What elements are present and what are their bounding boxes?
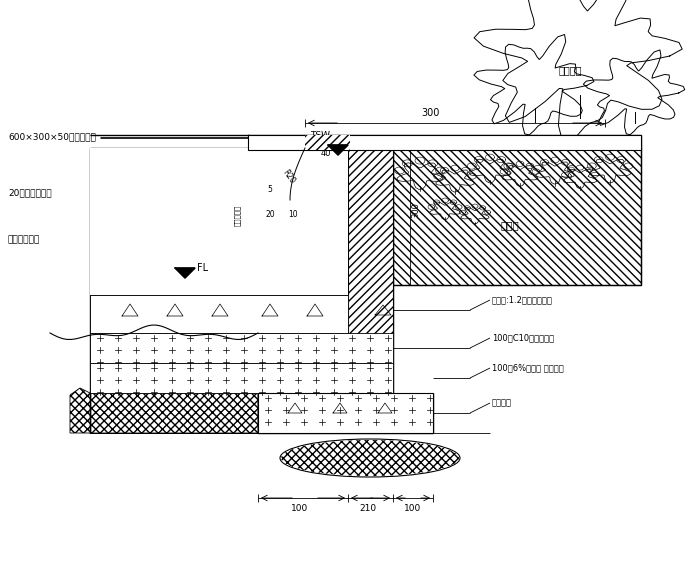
Text: 300: 300 <box>421 108 439 118</box>
Text: 300: 300 <box>412 202 421 218</box>
Bar <box>90 295 348 333</box>
Bar <box>348 148 393 393</box>
Ellipse shape <box>281 440 459 476</box>
Text: 600×300×50厉光面座玄: 600×300×50厉光面座玄 <box>8 132 96 142</box>
Bar <box>90 148 348 295</box>
Text: 40: 40 <box>321 148 331 158</box>
Bar <box>305 135 350 150</box>
Bar <box>393 148 641 285</box>
Text: 5: 5 <box>267 185 272 194</box>
Text: 10: 10 <box>288 210 298 219</box>
Bar <box>90 363 393 393</box>
Text: 100: 100 <box>291 504 309 513</box>
Text: 210: 210 <box>359 504 377 513</box>
Text: 100厉6%水泥石 海嗣定层: 100厉6%水泥石 海嗣定层 <box>492 363 564 372</box>
Text: TSW: TSW <box>310 131 330 140</box>
Text: 素土密实: 素土密实 <box>492 398 512 407</box>
Bar <box>258 393 433 433</box>
Text: 100厉C10混凝土垫层: 100厉C10混凝土垫层 <box>492 333 554 343</box>
Text: 种植土: 种植土 <box>500 220 519 230</box>
Text: 碱砖磁:1.2水泥砂浆抹灰: 碱砖磁:1.2水泥砂浆抹灰 <box>492 296 553 304</box>
Text: FL: FL <box>197 263 208 273</box>
Text: 指定植物: 指定植物 <box>559 65 582 75</box>
Polygon shape <box>70 382 258 433</box>
Polygon shape <box>328 145 348 155</box>
Polygon shape <box>90 333 258 433</box>
Text: R20: R20 <box>281 168 297 186</box>
Text: 指定防水面层: 指定防水面层 <box>8 236 41 245</box>
Text: 防水层厚度: 防水层厚度 <box>234 205 240 226</box>
Text: 20: 20 <box>265 210 275 219</box>
Polygon shape <box>175 268 195 278</box>
Text: 20厉粗面贴钓石: 20厉粗面贴钓石 <box>8 189 52 198</box>
Ellipse shape <box>280 439 460 477</box>
Bar <box>90 333 393 363</box>
Text: 100: 100 <box>405 504 421 513</box>
Bar <box>248 135 641 150</box>
